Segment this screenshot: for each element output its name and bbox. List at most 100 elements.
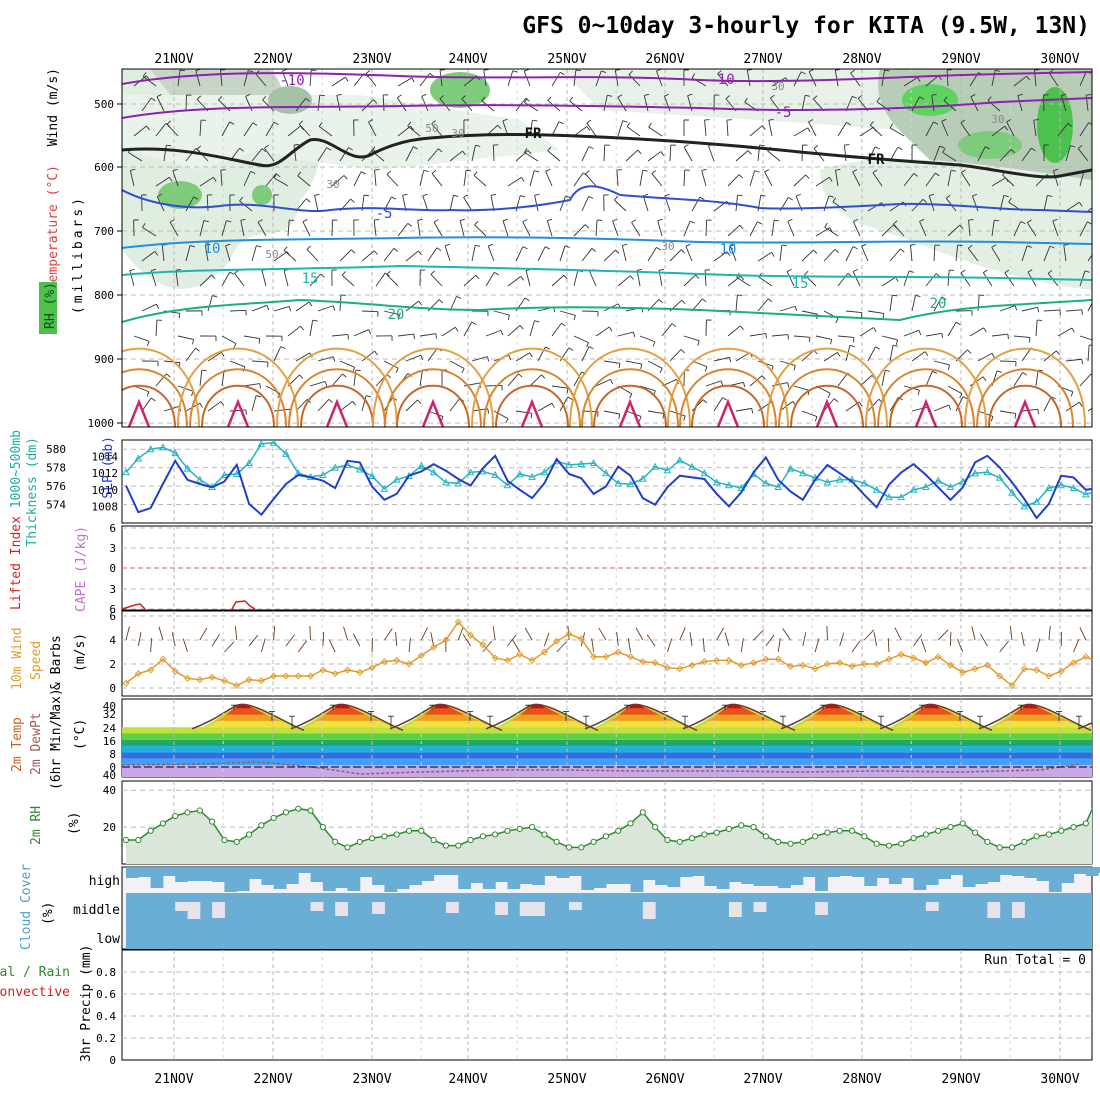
upper-barb-flag xyxy=(430,270,435,275)
wind-point-55 xyxy=(799,661,807,669)
upper-barb-flag xyxy=(744,97,748,103)
upper-barb xyxy=(155,373,167,387)
surface-barb-54 xyxy=(782,628,791,641)
upper-barb-flag xyxy=(156,94,162,98)
wind-point-16 xyxy=(319,666,327,674)
rh-point-25 xyxy=(430,836,437,844)
upper-barb-flag xyxy=(1008,197,1012,203)
upper-barb-flag xyxy=(585,170,590,175)
cloud-high-bar-73 xyxy=(1024,867,1038,878)
upper-barb-flag xyxy=(1071,327,1075,333)
upper-barb-flag xyxy=(494,271,499,276)
surface-barb-64 xyxy=(913,634,922,647)
temp-curve-5 xyxy=(682,703,796,732)
upper-barb-flag xyxy=(1061,93,1067,97)
surface-barb-6 xyxy=(199,627,208,641)
wind-point-64 xyxy=(910,654,918,662)
upper-barb xyxy=(1043,396,1052,412)
cloud-high-bar-20 xyxy=(372,867,385,885)
cloud-high-bar-7 xyxy=(212,867,225,882)
upper-barb-flag xyxy=(172,168,178,172)
upper-barb xyxy=(493,310,510,316)
cloud-high-bar-35 xyxy=(556,867,570,878)
upper-barb xyxy=(911,351,926,362)
upper-barb-flag xyxy=(466,169,472,172)
cloud-mid-gap-4 xyxy=(175,902,189,911)
li-tick-3: 3 xyxy=(109,583,116,596)
upper-barb-flag xyxy=(764,169,770,173)
upper-barb-flag xyxy=(738,174,744,179)
isotherm-label-2: -5 xyxy=(775,105,792,121)
upper-barb-flag xyxy=(1079,201,1083,207)
upper-barb xyxy=(547,150,561,162)
upper-barb-flag xyxy=(861,243,867,247)
wind-point-47 xyxy=(700,658,708,666)
upper-barb xyxy=(727,275,741,287)
upper-barb xyxy=(925,172,936,187)
upper-barb xyxy=(405,354,422,362)
cloud-high-bar-17 xyxy=(335,867,348,888)
upper-barb-flag xyxy=(652,341,656,347)
surface-barb-58 xyxy=(839,632,845,647)
wind-point-30 xyxy=(491,654,499,662)
surface-barb-7 xyxy=(211,633,221,647)
upper-barb-flag xyxy=(853,218,859,222)
upper-barb-flag xyxy=(622,120,628,123)
wind-point-10 xyxy=(245,676,253,684)
upper-barb-flag xyxy=(658,268,664,271)
upper-barb-flag xyxy=(614,196,619,201)
upper-barb-flag xyxy=(500,330,504,336)
precip-panel: 0.80.60.40.20 Run Total = 0 tal / Rain C… xyxy=(0,945,1093,1067)
upper-barb-flag xyxy=(306,245,311,250)
precip-tick-0: 0.8 xyxy=(96,966,116,979)
cloud-high-bar-39 xyxy=(605,867,619,884)
upper-air-frame xyxy=(121,68,1093,428)
warm-contour-3-2 xyxy=(396,384,470,427)
temp-peak-layer-5-2 xyxy=(716,704,758,715)
cloud-high-bar-50 xyxy=(741,867,755,884)
upper-barb xyxy=(1021,147,1032,162)
upper-barb-flag xyxy=(1094,341,1096,346)
upper-barb xyxy=(155,320,158,337)
upper-barb-flag xyxy=(201,369,207,372)
upper-barb-flag xyxy=(1031,147,1036,152)
upper-barb xyxy=(933,404,950,412)
surface-barb-1 xyxy=(137,632,142,647)
upper-barb xyxy=(808,121,817,137)
upper-barb-flag xyxy=(1033,119,1039,121)
date-label-bottom-9: 30NOV xyxy=(1040,1072,1079,1087)
cloud-mid-gap-30 xyxy=(495,902,508,915)
upper-barb-flag xyxy=(195,347,200,352)
cloud-high-bar-69 xyxy=(975,867,988,884)
upper-barb-flag xyxy=(368,329,372,335)
upper-barb xyxy=(449,398,461,412)
upper-barb-flag xyxy=(869,121,874,126)
upper-barb-flag xyxy=(1027,219,1032,223)
rh-point-0 xyxy=(122,836,130,844)
isotherm-10 xyxy=(122,236,1092,249)
upper-barb-flag xyxy=(520,195,526,198)
upper-barb xyxy=(529,374,542,387)
wind-point-35 xyxy=(553,637,561,645)
wind-point-38 xyxy=(590,653,598,661)
wind-point-54 xyxy=(786,662,795,670)
upper-barb-flag xyxy=(459,218,466,221)
upper-barb xyxy=(1017,95,1023,112)
upper-barb-flag xyxy=(913,173,919,177)
upper-barb-flag xyxy=(1026,245,1032,248)
upper-barb-flag xyxy=(941,296,947,300)
upper-barb xyxy=(669,144,672,162)
upper-barb xyxy=(417,220,421,237)
upper-barb-flag xyxy=(1027,269,1033,273)
upper-barb-flag xyxy=(366,395,372,398)
upper-barb-flag xyxy=(256,245,262,248)
upper-barb-flag xyxy=(919,218,925,222)
upper-barb xyxy=(867,310,884,314)
upper-barb-flag xyxy=(876,97,881,103)
upper-barb-flag xyxy=(846,121,851,126)
upper-barb-flag xyxy=(288,306,292,312)
upper-barb xyxy=(1060,95,1067,112)
surface-barb-9 xyxy=(234,626,238,641)
upper-barb xyxy=(199,176,214,187)
